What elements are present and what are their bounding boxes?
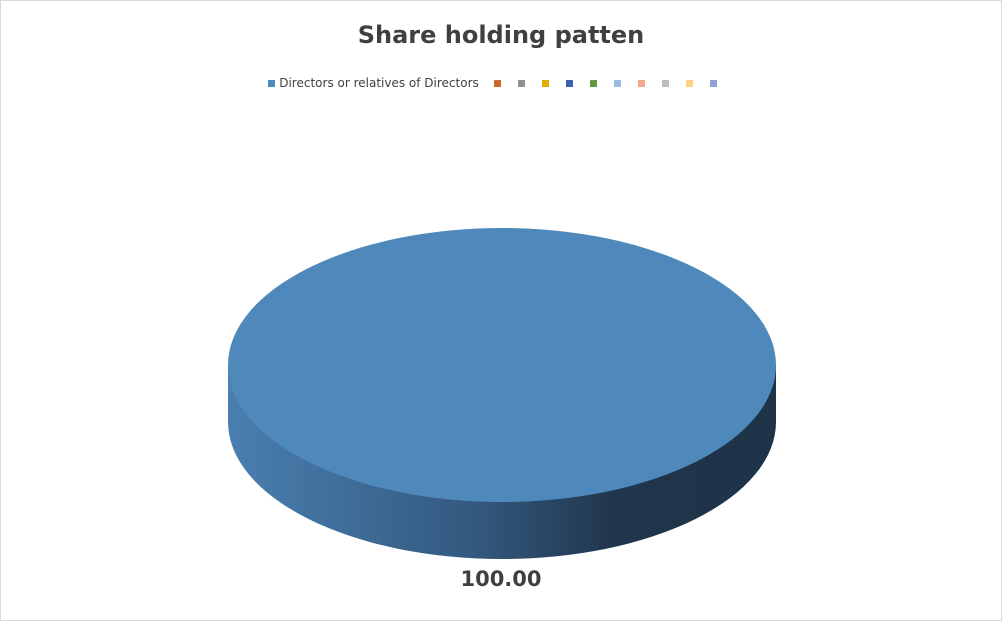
legend-swatch <box>517 79 525 87</box>
legend-entry <box>565 79 577 87</box>
legend-entry <box>637 79 649 87</box>
data-label: 100.00 <box>460 567 542 591</box>
legend-swatch <box>268 79 276 87</box>
legend-swatch <box>613 79 621 87</box>
legend-entry <box>589 79 601 87</box>
legend-entry <box>517 79 529 87</box>
legend-swatch <box>685 79 693 87</box>
pie-slice <box>228 228 776 502</box>
legend-swatch <box>493 79 501 87</box>
legend: Directors or relatives of Directors <box>1 76 1001 90</box>
legend-entry <box>685 79 697 87</box>
legend-swatch <box>541 79 549 87</box>
chart-title: Share holding patten <box>357 21 645 49</box>
legend-label: Directors or relatives of Directors <box>279 76 479 90</box>
legend-entry <box>541 79 553 87</box>
legend-swatch <box>709 79 717 87</box>
legend-entry <box>661 79 673 87</box>
legend-swatch <box>637 79 645 87</box>
legend-entry: Directors or relatives of Directors <box>268 76 481 90</box>
legend-entry <box>493 79 505 87</box>
legend-swatch <box>589 79 597 87</box>
legend-entry <box>709 79 721 87</box>
legend-entry <box>613 79 625 87</box>
legend-swatch <box>661 79 669 87</box>
legend-swatch <box>565 79 573 87</box>
